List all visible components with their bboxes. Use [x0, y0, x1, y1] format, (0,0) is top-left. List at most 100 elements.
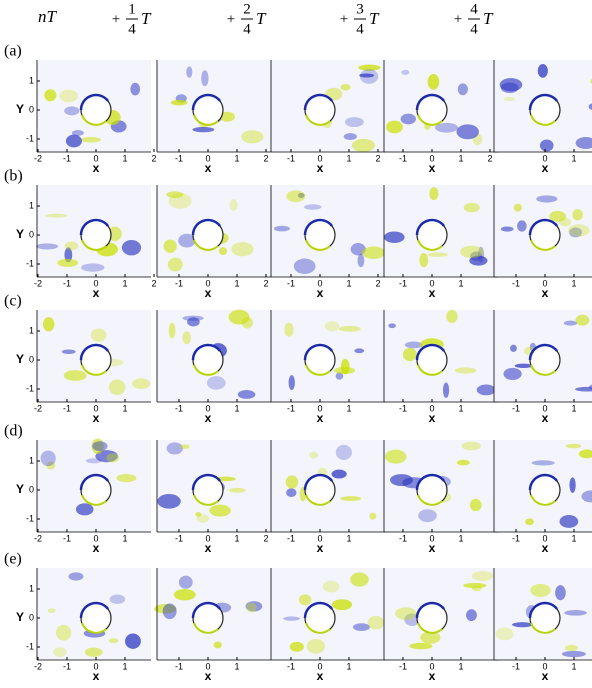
vortex — [298, 594, 312, 606]
panel: -1 0 1 x — [493, 568, 592, 683]
vortex — [563, 320, 578, 326]
x-tick-label: 1 — [122, 661, 127, 671]
shear-layer — [193, 364, 219, 376]
x-tick-label: 1 — [346, 153, 351, 163]
shear-layer — [530, 114, 556, 126]
vortex — [64, 106, 80, 116]
header-numerator: 1 — [128, 1, 136, 17]
vortex — [334, 366, 356, 375]
vortex — [463, 202, 480, 213]
vortex — [245, 601, 263, 612]
x-axis-label: x — [317, 161, 324, 175]
shear-layer — [303, 601, 333, 619]
vortex — [343, 133, 357, 140]
vortex — [304, 204, 322, 210]
vortex — [64, 247, 73, 263]
vortex — [456, 124, 479, 140]
vortex — [36, 243, 59, 250]
vortex — [359, 73, 375, 78]
y-tick-label: 1 — [29, 455, 34, 465]
shear-layer — [81, 494, 107, 506]
vortex — [80, 263, 105, 272]
x-axis-label: x — [317, 411, 324, 425]
vortex — [173, 589, 196, 601]
shear-layer — [530, 239, 556, 251]
y-tick-label: -1 — [26, 133, 34, 143]
header-denominator: 4 — [470, 21, 478, 37]
vortex — [514, 363, 533, 369]
vortex — [530, 583, 551, 597]
vortex — [536, 195, 558, 203]
vortex — [182, 331, 191, 345]
shear-layer — [415, 343, 445, 361]
vortex — [192, 126, 215, 133]
vortex — [471, 585, 482, 592]
vortex — [383, 231, 405, 243]
vortex — [352, 623, 370, 632]
vortex — [228, 487, 246, 493]
x-tick-label: 0 — [542, 403, 547, 413]
vortex — [569, 227, 583, 238]
x-axis-label: x — [542, 161, 549, 175]
panel: -1 0 1 2 x — [270, 60, 385, 175]
x-tick-label: 0 — [429, 661, 434, 671]
x-tick-label: 2 — [151, 278, 156, 288]
vortex — [429, 187, 439, 201]
x-tick-label: -2 — [34, 661, 42, 671]
vortex — [427, 73, 440, 90]
vortex — [84, 647, 103, 657]
y-tick-label: 1 — [29, 75, 34, 85]
shear-layer — [193, 114, 219, 126]
y-tick-label: 0 — [29, 484, 34, 494]
x-tick-label: 1 — [571, 661, 576, 671]
x-tick-label: 1 — [571, 533, 576, 543]
panel: 0 1 x — [493, 60, 592, 175]
vortex — [91, 438, 104, 455]
x-tick-label: 0 — [317, 661, 322, 671]
x-axis-label: x — [93, 286, 100, 300]
panel: -1 0 1 x — [270, 310, 385, 425]
header-sign: + — [112, 11, 120, 27]
vortex — [469, 498, 482, 512]
vortex — [64, 241, 79, 251]
row-label: (c) — [4, 293, 22, 310]
header-sign: + — [454, 11, 462, 27]
header-numerator: 4 — [470, 1, 478, 17]
x-tick-label: -1 — [512, 661, 520, 671]
x-tick-label: 1 — [122, 153, 127, 163]
x-tick-label: -1 — [399, 278, 407, 288]
vortex — [525, 518, 534, 526]
shear-layer — [530, 364, 556, 376]
vortex — [335, 372, 344, 380]
vortex — [154, 604, 177, 614]
x-axis-label: x — [93, 161, 100, 175]
vortex — [575, 386, 592, 392]
x-tick-label: -1 — [175, 153, 183, 163]
x-axis-label: x — [205, 669, 212, 683]
x-tick-label: 2 — [263, 153, 268, 163]
x-tick-label: -2 — [34, 278, 42, 288]
shear-layer — [191, 601, 221, 619]
vortex — [588, 384, 592, 390]
vortex — [351, 138, 376, 153]
x-tick-label: 0 — [317, 278, 322, 288]
vortex — [558, 217, 572, 227]
vortex — [108, 379, 126, 396]
x-tick-label: 1 — [346, 533, 351, 543]
vortex — [179, 444, 190, 449]
x-axis-label: x — [93, 411, 100, 425]
x-tick-label: 0 — [429, 278, 434, 288]
vortex — [130, 82, 141, 96]
x-tick-label: 0 — [542, 533, 547, 543]
x-tick-label: 0 — [93, 278, 98, 288]
shear-layer — [193, 494, 219, 506]
vortex — [273, 225, 290, 232]
panel: -1 0 1 x — [154, 568, 271, 683]
shear-layer — [79, 473, 109, 491]
vortex — [388, 323, 396, 329]
vortex — [121, 239, 142, 256]
vortex — [459, 245, 484, 259]
x-tick-label: 0 — [93, 533, 98, 543]
